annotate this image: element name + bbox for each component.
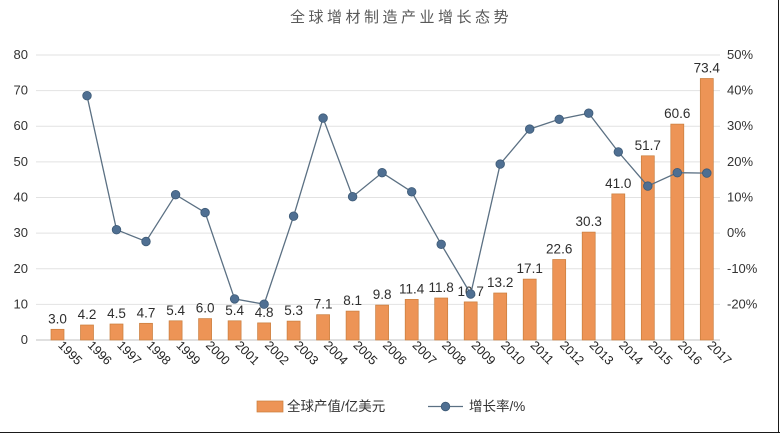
svg-text:4.7: 4.7 — [137, 305, 156, 320]
svg-text:2015: 2015 — [646, 338, 676, 368]
svg-text:0%: 0% — [727, 225, 746, 240]
svg-text:1998: 1998 — [144, 338, 174, 368]
svg-text:全球增材制造产业增长态势: 全球增材制造产业增长态势 — [290, 8, 512, 26]
svg-text:增长率/%: 增长率/% — [469, 398, 525, 414]
svg-text:2004: 2004 — [321, 338, 351, 368]
svg-text:5.4: 5.4 — [166, 303, 185, 318]
svg-text:20%: 20% — [727, 154, 753, 169]
svg-text:22.6: 22.6 — [546, 242, 572, 257]
svg-text:5.3: 5.3 — [284, 303, 303, 318]
svg-text:6.0: 6.0 — [196, 301, 215, 316]
svg-text:11.4: 11.4 — [399, 281, 425, 296]
svg-text:-10%: -10% — [727, 261, 758, 276]
svg-text:2008: 2008 — [439, 338, 469, 368]
svg-text:7.1: 7.1 — [314, 297, 333, 312]
svg-text:2009: 2009 — [469, 338, 499, 368]
svg-text:2016: 2016 — [675, 338, 705, 368]
svg-text:11.8: 11.8 — [429, 280, 454, 295]
svg-text:2005: 2005 — [350, 338, 380, 368]
svg-text:60: 60 — [14, 118, 28, 133]
svg-text:2001: 2001 — [232, 338, 262, 368]
svg-text:60.6: 60.6 — [664, 106, 690, 121]
svg-text:-20%: -20% — [727, 296, 758, 311]
svg-text:1997: 1997 — [114, 338, 144, 368]
svg-text:8.1: 8.1 — [343, 293, 362, 308]
svg-text:2014: 2014 — [616, 338, 646, 368]
svg-text:10%: 10% — [727, 190, 753, 205]
svg-text:17.1: 17.1 — [517, 261, 543, 276]
svg-text:4.2: 4.2 — [78, 307, 97, 322]
svg-text:50: 50 — [14, 154, 28, 169]
svg-text:2012: 2012 — [557, 338, 587, 368]
svg-text:3.0: 3.0 — [48, 311, 67, 326]
svg-text:20: 20 — [14, 261, 28, 276]
svg-text:2002: 2002 — [262, 338, 292, 368]
svg-text:80: 80 — [14, 47, 28, 62]
svg-text:1995: 1995 — [55, 338, 85, 368]
svg-text:40: 40 — [14, 190, 28, 205]
svg-text:30.3: 30.3 — [576, 214, 602, 229]
svg-text:30: 30 — [14, 225, 28, 240]
svg-text:30%: 30% — [727, 118, 753, 133]
svg-text:40%: 40% — [727, 83, 753, 98]
svg-text:50%: 50% — [727, 47, 753, 62]
svg-text:2007: 2007 — [410, 338, 440, 368]
svg-text:2017: 2017 — [705, 338, 735, 368]
svg-text:41.0: 41.0 — [605, 176, 631, 191]
svg-text:10: 10 — [14, 296, 28, 311]
svg-text:70: 70 — [14, 83, 28, 98]
svg-text:73.4: 73.4 — [694, 61, 721, 76]
svg-text:2011: 2011 — [528, 338, 557, 367]
svg-text:全球产值/亿美元: 全球产值/亿美元 — [287, 398, 385, 414]
svg-text:2000: 2000 — [203, 338, 233, 368]
svg-text:2010: 2010 — [498, 338, 528, 368]
svg-text:5.4: 5.4 — [225, 303, 244, 318]
svg-text:51.7: 51.7 — [635, 138, 661, 153]
svg-text:9.8: 9.8 — [373, 287, 392, 302]
svg-text:2006: 2006 — [380, 338, 410, 368]
svg-text:0: 0 — [21, 332, 28, 347]
svg-text:1999: 1999 — [173, 338, 203, 368]
svg-text:4.5: 4.5 — [107, 306, 126, 321]
svg-text:13.2: 13.2 — [487, 275, 513, 290]
svg-text:2003: 2003 — [291, 338, 321, 368]
svg-text:2013: 2013 — [587, 338, 617, 368]
svg-text:1996: 1996 — [85, 338, 115, 368]
